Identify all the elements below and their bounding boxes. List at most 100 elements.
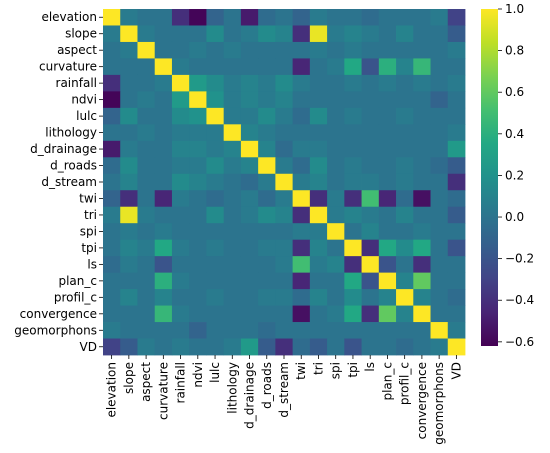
- heatmap-cell-profil_c-ls: [361, 289, 380, 306]
- heatmap-cell-geomorphons-profil_c: [396, 322, 414, 339]
- heatmap-cell-spi-tri: [309, 223, 328, 241]
- y-tick-label-geomorphons: geomorphons: [14, 323, 97, 337]
- heatmap-cell-d_stream-convergence: [413, 173, 431, 191]
- heatmap-cell-plan_c-ls: [361, 272, 380, 290]
- colorbar-tick-label: 0.4: [505, 127, 524, 141]
- heatmap-cell-elevation-aspect: [137, 9, 156, 26]
- x-tick-label-d_roads: d_roads: [260, 362, 274, 409]
- heatmap-cell-twi-d_drainage: [240, 190, 259, 208]
- y-tick-label-spi: spi: [80, 224, 97, 238]
- x-tick-label-lithology: lithology: [225, 362, 239, 414]
- heatmap-cell-convergence-lithology: [223, 305, 242, 323]
- heatmap-cell-slope-rainfall: [171, 25, 190, 43]
- heatmap-cell-aspect-d_stream: [275, 41, 294, 59]
- y-tick-label-VD: VD: [80, 340, 97, 354]
- y-tick-label-elevation: elevation: [41, 10, 97, 24]
- heatmap-cell-lulc-elevation: [103, 107, 121, 125]
- x-tick-label-ndvi: ndvi: [191, 362, 205, 388]
- heatmap-cell-tpi-plan_c: [378, 239, 397, 257]
- heatmap-cell-elevation-d_roads: [258, 9, 276, 26]
- heatmap-cell-convergence-ndvi: [189, 305, 207, 323]
- heatmap-cell-spi-lulc: [206, 223, 225, 241]
- heatmap-cell-d_drainage-lulc: [206, 140, 225, 158]
- heatmap-cell-VD-VD: [447, 338, 466, 356]
- heatmap-cell-ls-profil_c: [396, 256, 414, 274]
- heatmap-cell-tri-d_drainage: [240, 206, 259, 224]
- heatmap-cell-lulc-rainfall: [171, 107, 190, 125]
- heatmap-cell-lithology-twi: [292, 124, 311, 142]
- heatmap-cell-aspect-elevation: [103, 41, 121, 59]
- heatmap-cell-tri-elevation: [103, 206, 121, 224]
- x-tick-label-curvature: curvature: [156, 362, 170, 420]
- heatmap-cell-d_drainage-lithology: [223, 140, 242, 158]
- y-tick-label-lithology: lithology: [45, 126, 97, 140]
- heatmap-cell-ndvi-convergence: [413, 91, 431, 109]
- heatmap-cell-curvature-ndvi: [189, 58, 207, 76]
- colorbar-tick-label: −0.2: [505, 252, 534, 266]
- heatmap-cell-rainfall-spi: [327, 74, 345, 92]
- heatmap-cell-rainfall-d_drainage: [240, 74, 259, 92]
- heatmap-cell-rainfall-slope: [120, 74, 138, 92]
- heatmap-cell-twi-ls: [361, 190, 380, 208]
- heatmap-cell-profil_c-lithology: [223, 289, 242, 306]
- heatmap-cell-tri-tri: [309, 206, 328, 224]
- heatmap-cell-convergence-curvature: [154, 305, 173, 323]
- heatmap-cell-twi-elevation: [103, 190, 121, 208]
- heatmap-cell-tri-d_roads: [258, 206, 276, 224]
- heatmap-cell-elevation-lulc: [206, 9, 225, 26]
- colorbar: 1.0 0.8 0.6 0.4 0.2 0.0 −0.2 −0.4 −0.6: [481, 2, 534, 349]
- heatmap-cell-geomorphons-plan_c: [378, 322, 397, 339]
- heatmap-cell-plan_c-elevation: [103, 272, 121, 290]
- heatmap-cell-plan_c-plan_c: [378, 272, 397, 290]
- x-tick-label-rainfall: rainfall: [174, 362, 188, 403]
- heatmap-cell-profil_c-d_roads: [258, 289, 276, 306]
- heatmap-cell-elevation-curvature: [154, 9, 173, 26]
- heatmap-cell-d_drainage-twi: [292, 140, 311, 158]
- heatmap-cell-curvature-tri: [309, 58, 328, 76]
- heatmap-cell-d_roads-ls: [361, 157, 380, 175]
- heatmap-cell-tpi-slope: [120, 239, 138, 257]
- heatmap-cell-tpi-aspect: [137, 239, 156, 257]
- x-tick-label-VD: VD: [449, 362, 463, 379]
- heatmap-cell-rainfall-ndvi: [189, 74, 207, 92]
- heatmap-cell-tpi-lithology: [223, 239, 242, 257]
- heatmap-cell-profil_c-spi: [327, 289, 345, 306]
- heatmap-cell-tpi-convergence: [413, 239, 431, 257]
- heatmap-cell-VD-aspect: [137, 338, 156, 356]
- heatmap-cell-rainfall-VD: [447, 74, 466, 92]
- heatmap-cell-lulc-slope: [120, 107, 138, 125]
- heatmap-cell-tpi-twi: [292, 239, 311, 257]
- heatmap-cell-d_roads-elevation: [103, 157, 121, 175]
- heatmap-cell-elevation-twi: [292, 9, 311, 26]
- y-tick-label-d_drainage: d_drainage: [30, 142, 97, 156]
- heatmap-cell-VD-tri: [309, 338, 328, 356]
- heatmap-cell-convergence-plan_c: [378, 305, 397, 323]
- heatmap-cell-profil_c-convergence: [413, 289, 431, 306]
- heatmap-cell-VD-ndvi: [189, 338, 207, 356]
- heatmap-cell-lulc-lithology: [223, 107, 242, 125]
- heatmap-cell-geomorphons-slope: [120, 322, 138, 339]
- heatmap-cell-twi-d_roads: [258, 190, 276, 208]
- heatmap-cell-geomorphons-geomorphons: [430, 322, 449, 339]
- heatmap-cell-geomorphons-ndvi: [189, 322, 207, 339]
- heatmap-cell-profil_c-geomorphons: [430, 289, 449, 306]
- heatmap-cell-d_roads-rainfall: [171, 157, 190, 175]
- heatmap-cell-lithology-lulc: [206, 124, 225, 142]
- heatmap-cell-profil_c-plan_c: [378, 289, 397, 306]
- x-tick-label-ls: ls: [363, 362, 377, 372]
- x-tick-label-tri: tri: [311, 362, 325, 375]
- heatmap-cell-convergence-geomorphons: [430, 305, 449, 323]
- heatmap-cell-ndvi-rainfall: [171, 91, 190, 109]
- x-tick-label-lulc: lulc: [208, 362, 222, 383]
- heatmap-cell-lithology-spi: [327, 124, 345, 142]
- heatmap-cell-tpi-spi: [327, 239, 345, 257]
- heatmap-cell-d_stream-tri: [309, 173, 328, 191]
- heatmap-cell-VD-lithology: [223, 338, 242, 356]
- heatmap-cell-aspect-geomorphons: [430, 41, 449, 59]
- heatmap-cell-aspect-ls: [361, 41, 380, 59]
- x-tick-label-tpi: tpi: [346, 362, 360, 378]
- heatmap-cell-VD-curvature: [154, 338, 173, 356]
- heatmap-cell-lithology-profil_c: [396, 124, 414, 142]
- heatmap-cell-d_stream-twi: [292, 173, 311, 191]
- heatmap-cell-d_roads-VD: [447, 157, 466, 175]
